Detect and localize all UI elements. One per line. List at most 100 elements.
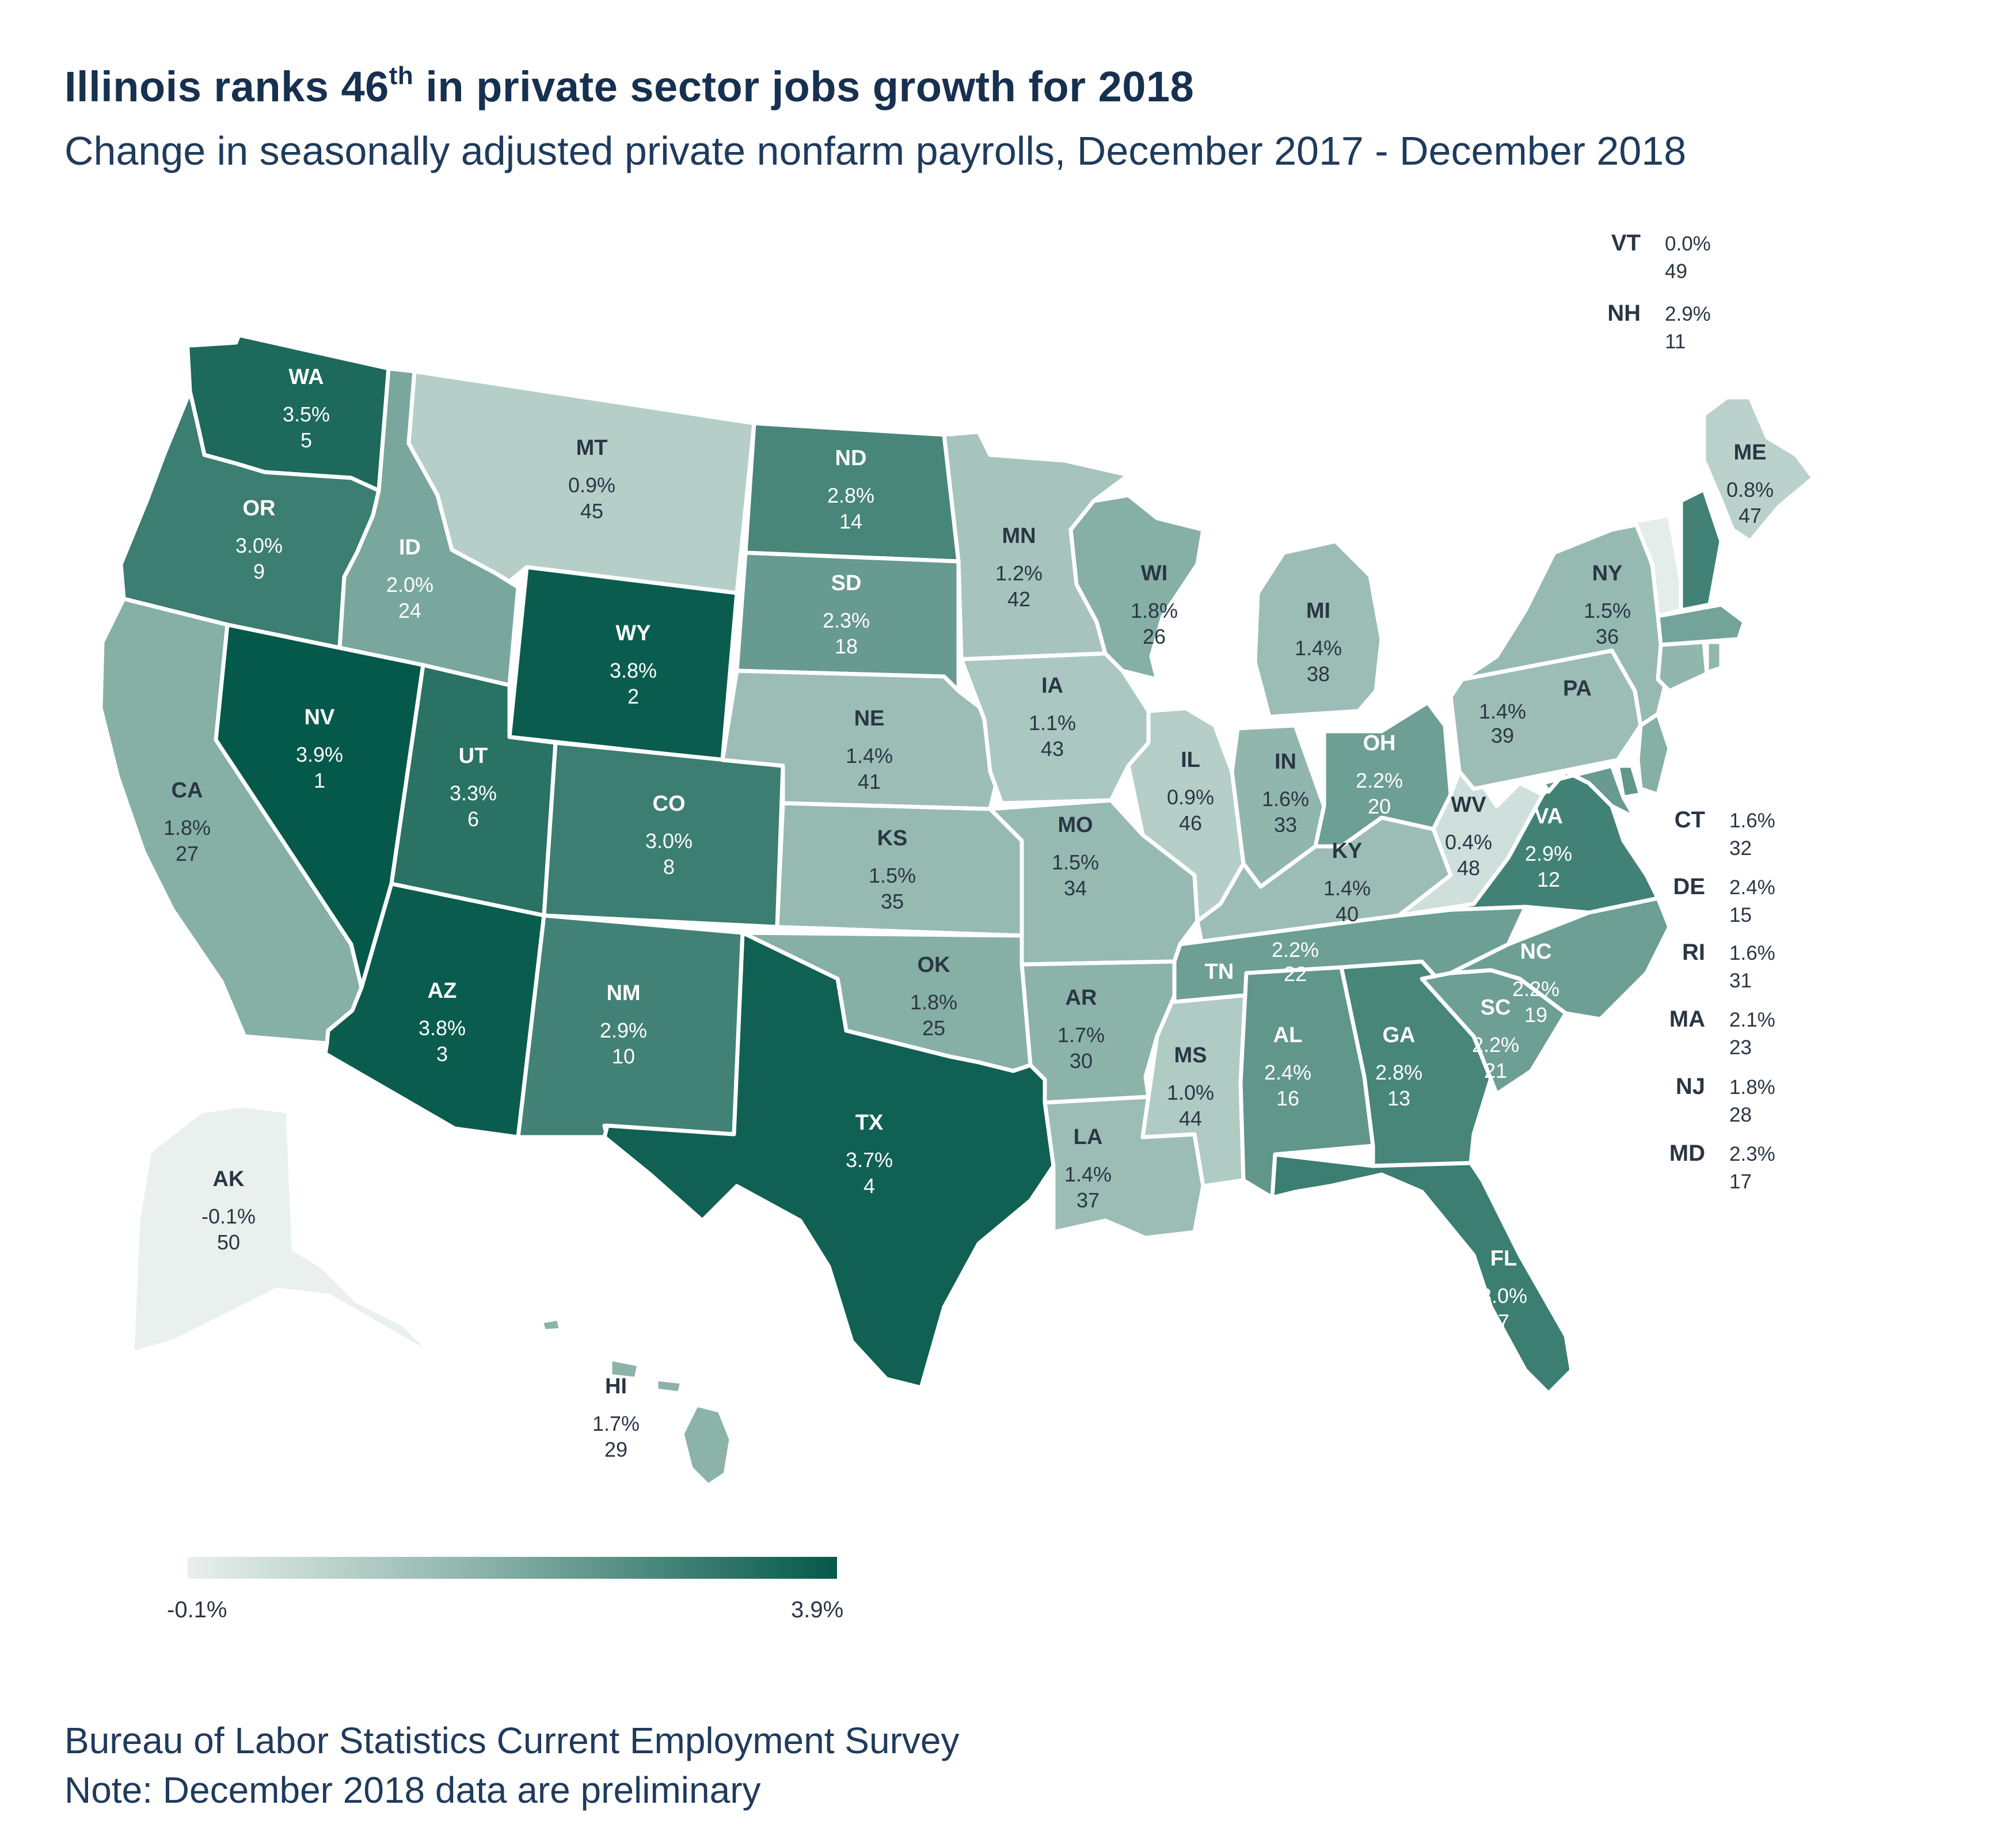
ca-rank-label: 27 [176,842,199,865]
wy-abbr-label: WY [615,621,651,645]
mi-state-shape [1253,539,1384,719]
nc-pct-label: 2.2% [1512,977,1559,1001]
me-pct-label: 0.8% [1726,478,1774,501]
va-state-shape [1397,769,1660,918]
in-rank-label: 33 [1274,813,1297,837]
de-side-abbr: DE [1673,874,1705,899]
ny-pct-label: 1.5% [1584,599,1631,622]
mt-state-shape [406,369,756,595]
ma-shape [1656,602,1747,647]
map-title: Illinois ranks 46th in private sector jo… [64,62,1194,111]
ne-pct-label: 1.4% [846,744,893,767]
in-abbr-label: IN [1275,750,1296,774]
tn-pct-label: 2.2% [1272,938,1319,962]
or-rank-label: 9 [253,560,265,583]
ar-abbr-label: AR [1066,986,1097,1010]
ky-abbr-label: KY [1332,839,1363,863]
ar-rank-label: 30 [1070,1049,1093,1073]
sc-abbr-label: SC [1481,996,1511,1020]
md-side-abbr: MD [1669,1141,1705,1166]
ms-abbr-label: MS [1174,1043,1207,1067]
ct-shape [1656,640,1709,693]
nc-rank-label: 19 [1524,1003,1547,1027]
vt-side-pct: 0.0% [1665,233,1711,255]
mt-abbr-label: MT [576,436,608,460]
tn-abbr-label: TN [1205,960,1234,984]
ma-side-pct: 2.1% [1729,1009,1775,1031]
ny-rank-label: 36 [1596,625,1619,648]
in-pct-label: 1.6% [1262,787,1309,811]
vt-side-rank: 49 [1665,260,1687,283]
md-side-rank: 17 [1729,1171,1752,1193]
ok-abbr-label: OK [918,953,951,977]
tx-state-shape [602,930,1056,1390]
nh-side-pct: 2.9% [1665,303,1711,325]
mn-abbr-label: MN [1002,524,1036,548]
co-abbr-label: CO [653,792,686,816]
ut-abbr-label: UT [459,744,488,768]
ia-rank-label: 43 [1041,737,1064,761]
wi-abbr-label: WI [1141,561,1167,586]
wy-rank-label: 2 [627,685,639,708]
oh-rank-label: 20 [1368,795,1391,818]
oh-abbr-label: OH [1363,731,1396,755]
wv-abbr-label: WV [1451,793,1486,817]
ak-state-shape [130,1103,440,1361]
ia-abbr-label: IA [1041,674,1063,698]
legend-min-label: -0.1% [167,1597,227,1623]
sd-rank-label: 18 [835,634,858,658]
id-abbr-label: ID [399,535,421,560]
nm-pct-label: 2.9% [600,1019,647,1042]
title-text: Illinois ranks 46 [64,63,389,111]
md-shape [1540,763,1637,820]
la-rank-label: 37 [1077,1188,1100,1212]
map-subtitle: Change in seasonally adjusted private no… [64,128,1687,173]
ok-pct-label: 1.8% [910,990,957,1014]
ca-abbr-label: CA [172,778,203,803]
va-abbr-label: VA [1534,804,1563,829]
ct-side-rank: 32 [1729,837,1752,860]
state-shapes [98,333,1816,1488]
de-side-rank: 15 [1729,904,1752,926]
ga-abbr-label: GA [1383,1023,1416,1047]
ne-abbr-label: NE [854,706,885,731]
de-side-pct: 2.4% [1729,876,1775,899]
mi-pct-label: 1.4% [1295,636,1342,660]
legend-color-scale [188,1557,837,1579]
title-text-end: in private sector jobs growth for 2018 [413,63,1195,111]
ga-pct-label: 2.8% [1375,1061,1422,1084]
tx-abbr-label: TX [855,1111,884,1135]
ut-pct-label: 3.3% [450,781,497,805]
pa-pct-label: 1.4% [1479,700,1526,723]
ny-abbr-label: NY [1592,561,1623,586]
az-pct-label: 3.8% [419,1016,466,1040]
ne-rank-label: 41 [858,770,881,793]
md-side-pct: 2.3% [1729,1143,1775,1165]
tx-rank-label: 4 [864,1174,875,1198]
mt-pct-label: 0.9% [568,473,615,497]
mo-rank-label: 34 [1064,876,1087,900]
nc-abbr-label: NC [1520,940,1552,964]
nd-abbr-label: ND [835,446,867,470]
ri-side-rank: 31 [1729,970,1752,992]
tn-rank-label: 22 [1284,962,1307,986]
wy-pct-label: 3.8% [610,659,657,682]
ia-pct-label: 1.1% [1029,711,1076,735]
ak-pct-label: -0.1% [201,1205,256,1228]
nj-side-rank: 28 [1729,1104,1752,1126]
hi-pct-label: 1.7% [592,1412,640,1435]
me-state-shape [1702,395,1816,544]
ok-rank-label: 25 [922,1016,945,1040]
il-rank-label: 46 [1179,811,1202,835]
ms-rank-label: 44 [1179,1107,1202,1130]
fl-pct-label: 3.0% [1480,1284,1527,1308]
nj-side-abbr: NJ [1676,1074,1705,1099]
wi-rank-label: 26 [1143,625,1166,648]
id-pct-label: 2.0% [386,573,433,596]
hi-state-shape [539,1316,733,1488]
me-rank-label: 47 [1739,504,1762,527]
mo-pct-label: 1.5% [1052,850,1099,874]
fl-rank-label: 7 [1498,1310,1509,1333]
ms-pct-label: 1.0% [1167,1081,1214,1104]
